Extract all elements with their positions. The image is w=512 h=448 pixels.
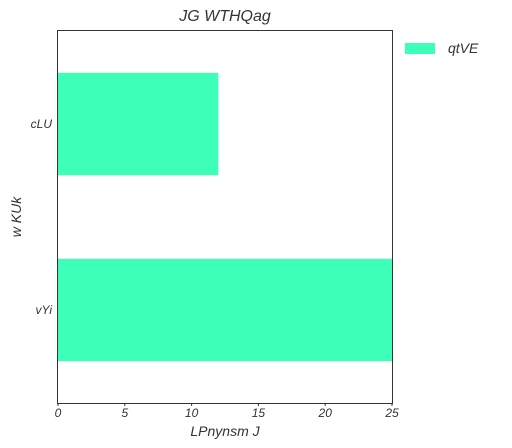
y-axis-label: w KUk [8, 196, 24, 237]
x-tick-label-15: 15 [252, 406, 266, 420]
bar-vYi [58, 258, 392, 362]
bars-group [58, 72, 392, 362]
x-axis-label: LPnynsm J [190, 423, 260, 439]
x-tick-label-5: 5 [121, 406, 128, 420]
x-ticks: 0 5 10 15 20 25 [55, 403, 399, 420]
y-tick-label-cLU: cLU [31, 117, 53, 131]
x-tick-label-25: 25 [384, 406, 399, 420]
bar-cLU [58, 72, 219, 176]
legend-label-qtVE: qtVE [448, 40, 479, 56]
plot-frame [57, 30, 393, 404]
legend-swatch-qtVE [405, 43, 435, 54]
y-tick-labels: cLU vYi [31, 117, 53, 317]
x-tick-label-20: 20 [318, 406, 333, 420]
x-tick-label-10: 10 [185, 406, 199, 420]
legend: qtVE [405, 40, 479, 56]
x-tick-label-0: 0 [55, 406, 62, 420]
y-tick-label-vYi: vYi [36, 303, 53, 317]
chart-title: JG WTHQag [178, 8, 271, 25]
